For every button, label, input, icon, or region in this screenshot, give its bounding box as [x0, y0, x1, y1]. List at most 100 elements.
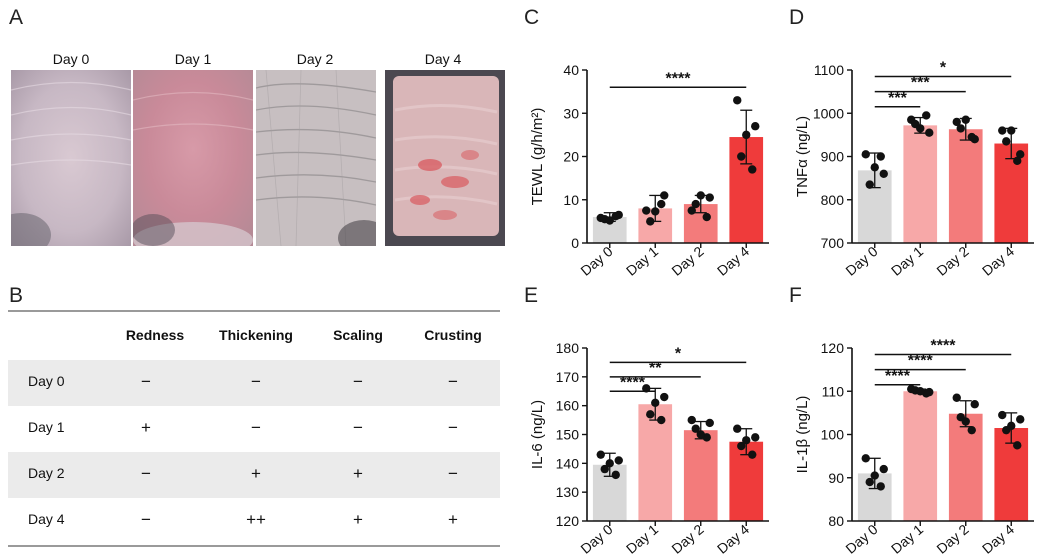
data-point-day1	[651, 207, 660, 216]
y-tick-label: 130	[556, 484, 580, 500]
table-cell: −	[251, 372, 261, 391]
data-point-day1	[916, 124, 925, 133]
data-point-day4	[751, 433, 760, 442]
table-cell: +	[353, 510, 363, 529]
y-tick-label: 100	[821, 427, 845, 443]
data-point-day1	[660, 191, 669, 200]
row-label: Day 0	[28, 373, 65, 389]
data-point-day4	[1007, 126, 1016, 135]
data-point-day1	[916, 387, 925, 396]
x-tick-label-day1: Day 1	[623, 243, 661, 279]
bar-day2	[683, 430, 718, 521]
data-point-day2	[691, 199, 700, 209]
bar-day2	[948, 413, 983, 521]
x-tick-label-day2: Day 2	[668, 521, 706, 555]
table-cell: +	[353, 464, 363, 483]
data-point-day0	[605, 459, 614, 468]
skin-photo-day1	[133, 70, 253, 246]
data-point-day1	[642, 206, 651, 215]
table-row: Day 1 + − − −	[8, 406, 500, 452]
photo-label-day2: Day 2	[296, 51, 334, 67]
table-cell: −	[448, 418, 458, 437]
data-point-day1	[657, 199, 666, 209]
significance-label: ****	[620, 374, 646, 391]
table-cell: +	[141, 418, 151, 437]
table-cell: −	[141, 372, 151, 391]
table-cell: −	[353, 418, 363, 437]
significance-label: ****	[908, 353, 934, 370]
data-point-day2	[967, 132, 976, 142]
data-point-day2	[696, 191, 705, 200]
bar-day2	[948, 129, 983, 243]
table-cell: −	[251, 418, 261, 437]
skin-photo-day4	[385, 70, 505, 246]
data-point-day0	[870, 163, 879, 172]
row-label: Day 1	[28, 419, 65, 435]
y-tick-label: 180	[556, 340, 580, 356]
data-point-day0	[870, 471, 879, 480]
significance-label: ***	[888, 90, 907, 107]
data-point-day2	[705, 418, 714, 428]
data-point-day2	[970, 400, 979, 409]
data-point-day4	[1013, 441, 1022, 450]
table-cell: −	[448, 372, 458, 391]
x-tick-label-day1: Day 1	[888, 243, 926, 279]
data-point-day1	[657, 415, 666, 425]
x-tick-label-day1: Day 1	[623, 521, 661, 555]
data-point-day4	[733, 96, 742, 105]
panel-letter-b: B	[9, 284, 24, 307]
data-point-day0	[600, 464, 609, 474]
panel-letter-d: D	[789, 6, 805, 29]
data-point-day0	[876, 482, 885, 491]
data-point-day2	[687, 415, 696, 425]
y-tick-label: 150	[556, 427, 580, 443]
x-tick-label-day1: Day 1	[888, 521, 926, 555]
x-tick-label-day2: Day 2	[668, 243, 706, 279]
table-header-thickening: Thickening	[219, 327, 293, 343]
skin-photo-day0	[11, 70, 131, 246]
table-top-rule	[8, 310, 500, 312]
data-point-day2	[705, 193, 714, 202]
table-cell: +	[448, 510, 458, 529]
chart-il1b: 80 90 100 110 120 Day 0 Day 1 Day 2 Day 4 IL-1β (…	[794, 337, 1034, 555]
data-point-day1	[925, 128, 934, 137]
photo-label-day0: Day 0	[52, 51, 90, 67]
x-tick-label-day0: Day 0	[577, 243, 615, 279]
significance-label: ****	[885, 368, 911, 385]
data-point-day1	[660, 392, 669, 402]
significance-label: *	[940, 59, 947, 76]
bar-day1	[903, 125, 938, 243]
y-tick-label: 20	[563, 149, 579, 165]
y-tick-label: 1000	[813, 105, 844, 121]
data-point-day1	[651, 398, 660, 407]
data-point-day4	[737, 441, 746, 451]
table-row: Day 0 − − − −	[8, 360, 500, 406]
y-tick-label: 120	[821, 340, 845, 356]
data-point-day4	[748, 165, 757, 174]
y-tick-label: 140	[556, 455, 580, 471]
x-tick-label-day4: Day 4	[714, 243, 752, 279]
panel-letter-a: A	[9, 6, 24, 29]
data-point-day4	[998, 410, 1007, 420]
table-cell: −	[141, 510, 151, 529]
bar-day1	[638, 404, 673, 521]
data-point-day4	[742, 130, 751, 140]
y-tick-label: 1100	[814, 62, 844, 78]
y-tick-label: 800	[821, 192, 845, 208]
chart-il6: 120 130 140 150 160 170 180 Day 0 Day 1 Day 2 Day …	[529, 340, 769, 555]
x-tick-label-day0: Day 0	[577, 521, 615, 555]
chart-tnfa: 700 800 900 1000 1100 Day 0 Day 1 Day 2 Day 4 TNF…	[794, 59, 1034, 279]
table-row: Day 2 − + + −	[8, 452, 500, 498]
data-point-day4	[751, 122, 760, 131]
y-tick-label: 80	[828, 513, 844, 529]
y-axis-label: IL-1β (ng/L)	[794, 396, 811, 474]
data-point-day2	[952, 117, 961, 127]
data-point-day2	[691, 424, 700, 433]
panel-letter-f: F	[789, 284, 802, 307]
y-tick-label: 90	[828, 470, 844, 486]
data-point-day4	[1016, 150, 1025, 159]
data-point-day2	[961, 115, 970, 124]
data-point-day0	[614, 456, 623, 465]
bar-day4	[994, 143, 1029, 243]
data-point-day2	[967, 425, 976, 435]
